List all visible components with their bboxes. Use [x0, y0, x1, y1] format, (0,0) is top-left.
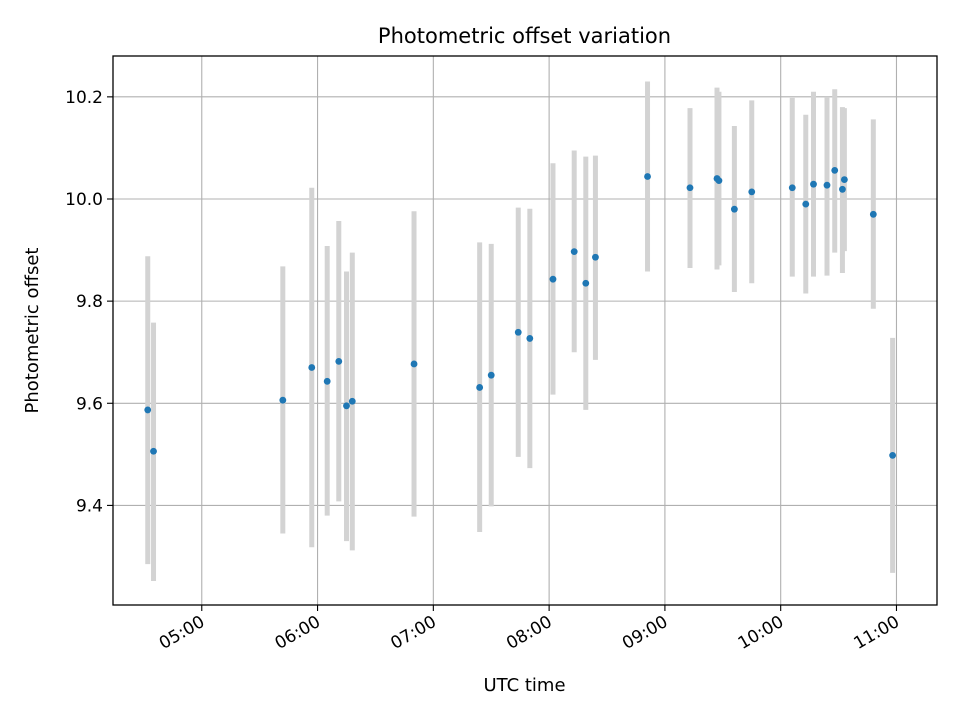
data-point: [526, 335, 534, 342]
data-point: [802, 200, 810, 208]
data-point: [514, 328, 522, 336]
plot-frame: [112, 55, 938, 606]
data-point: [308, 364, 316, 371]
data-point: [150, 447, 157, 455]
y-tick-label: 9.4: [76, 496, 103, 516]
y-tick-label: 9.8: [76, 292, 103, 312]
data-point: [839, 185, 846, 193]
data-point: [410, 360, 418, 368]
data-point: [323, 377, 331, 385]
y-tick-label: 10.2: [65, 88, 103, 108]
data-point: [715, 177, 723, 185]
grid-lines: [113, 56, 937, 605]
data-point: [730, 205, 738, 213]
y-axis-ticks: 9.4 9.6 9.8 10.0 10.2: [65, 88, 113, 516]
x-axis-label: UTC time: [483, 675, 565, 696]
data-point: [810, 180, 817, 188]
data-point: [592, 253, 599, 261]
data-point: [335, 357, 343, 365]
data-point: [348, 397, 356, 405]
data-point: [279, 396, 287, 404]
y-axis-label: Photometric offset: [22, 248, 43, 414]
data-point: [570, 248, 578, 255]
data-point-series: [144, 166, 897, 459]
chart-title: Photometric offset variation: [378, 24, 671, 48]
data-point: [549, 275, 557, 283]
data-point: [343, 402, 350, 410]
data-point: [582, 279, 590, 287]
y-tick-label: 9.6: [76, 394, 103, 414]
data-point: [869, 210, 877, 218]
data-point: [487, 371, 495, 379]
data-point: [831, 166, 839, 174]
data-point: [823, 181, 831, 189]
data-point: [840, 176, 848, 183]
y-tick-label: 10.0: [65, 190, 103, 210]
data-point: [686, 184, 694, 192]
data-point: [788, 184, 796, 192]
data-point: [476, 384, 484, 391]
data-point: [748, 188, 756, 196]
data-point: [644, 173, 651, 180]
data-point: [144, 406, 152, 414]
data-point: [889, 451, 897, 459]
